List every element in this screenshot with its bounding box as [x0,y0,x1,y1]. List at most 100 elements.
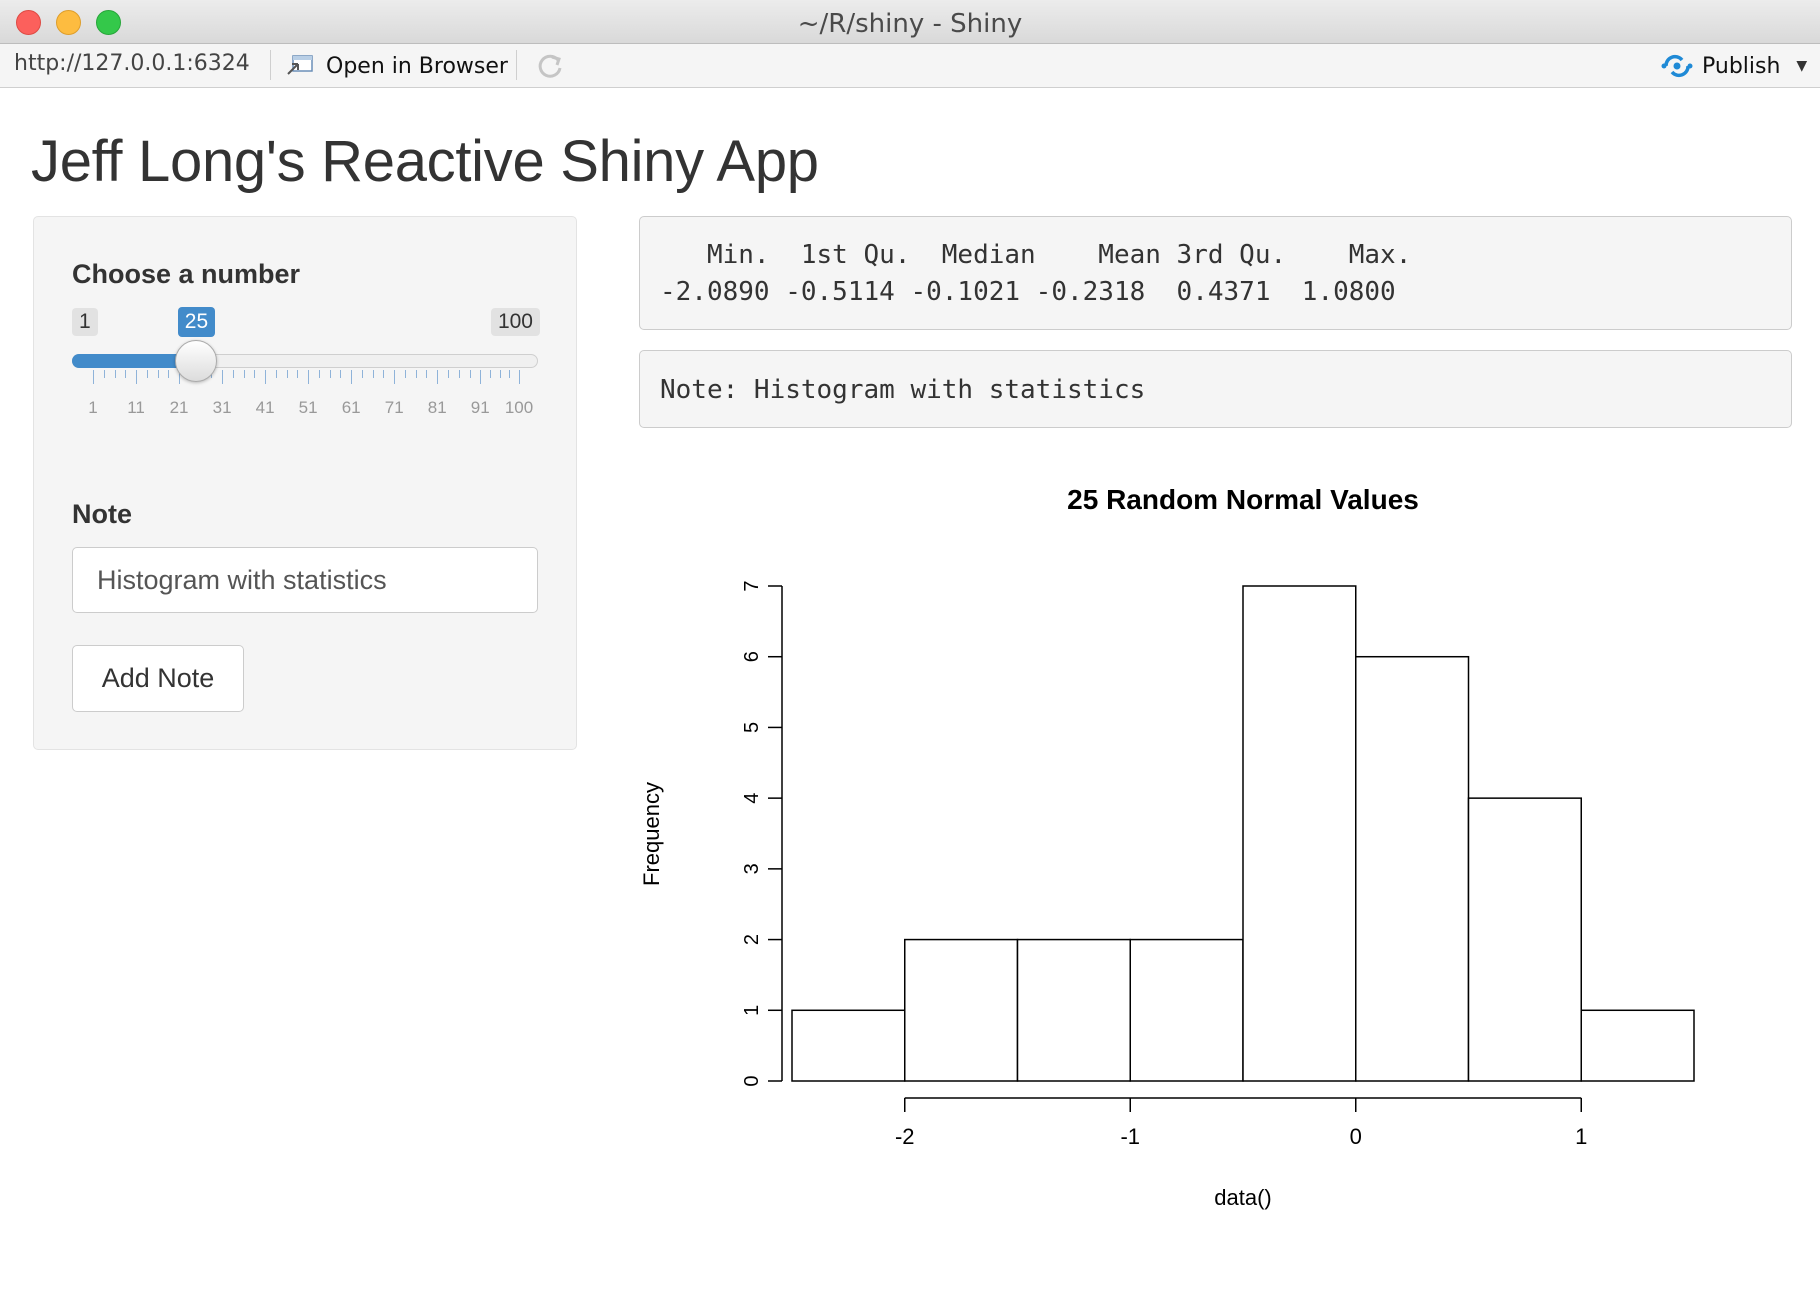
x-tick-label: -1 [1120,1124,1140,1149]
refresh-icon[interactable] [534,50,566,82]
slider-max-label: 100 [490,308,540,336]
window-title-bar: ~/R/shiny - Shiny [0,0,1820,44]
slider-minor-tick [103,370,105,378]
slider-minor-tick [509,370,511,378]
publish-label: Publish [1702,53,1781,79]
x-axis-label: data() [1214,1185,1271,1210]
y-tick-label: 2 [741,934,763,945]
histogram-bars [791,585,1695,1082]
slider-minor-tick [458,370,460,378]
histogram-bar [1129,938,1244,1082]
histogram-bar [1242,585,1357,1082]
slider-minor-tick [297,370,299,378]
slider-tick-label: 71 [384,398,404,417]
x-tick-label: -2 [895,1124,915,1149]
slider-minor-tick [426,370,428,378]
x-tick-label: 0 [1350,1124,1362,1149]
viewer-toolbar: http://127.0.0.1:6324 Open in Browser Pu… [0,44,1820,88]
y-tick-label: 0 [741,1075,763,1086]
slider-major-tick [480,370,482,384]
y-tick-label: 6 [741,651,763,662]
slider-tick-label: 100 [504,398,534,417]
open-in-browser-label: Open in Browser [326,53,508,79]
x-tick-label: 1 [1575,1124,1587,1149]
y-tick-label: 4 [741,793,763,804]
slider-minor-tick [168,370,170,378]
slider-minor-tick [286,370,288,378]
slider-min-label: 1 [72,308,98,336]
histogram-bar [904,938,1019,1082]
chart-title: 25 Random Normal Values [1067,484,1419,515]
zoom-window-button[interactable] [96,10,121,35]
slider-tick-label: 1 [88,398,98,417]
slider-tick-label: 51 [298,398,318,417]
slider-label: Choose a number [72,259,301,289]
slider-major-tick [394,370,396,384]
note-label: Note [72,499,132,529]
slider-minor-tick [243,370,245,378]
slider-minor-tick [499,370,501,378]
histogram-bar [1355,655,1470,1082]
slider-tick-label: 81 [427,398,447,417]
url-display: http://127.0.0.1:6324 [14,51,250,76]
y-axis-label: Frequency [639,782,664,886]
window-title: ~/R/shiny - Shiny [797,9,1023,39]
add-note-button[interactable]: Add Note [72,645,244,712]
histogram-bar [791,1009,906,1082]
histogram-plot: 25 Random Normal Values data() Frequency… [639,484,1695,1210]
number-slider[interactable]: 1 100 25 1 11 21 31 41 51 61 71 81 91 100 [72,300,540,424]
slider-minor-tick [232,370,234,378]
slider-major-tick [136,370,138,384]
slider-minor-tick [114,370,116,378]
y-tick-label: 3 [741,863,763,874]
slider-major-tick [93,370,94,384]
slider-major-tick [265,370,267,384]
slider-minor-tick [383,370,385,378]
slider-value-label: 25 [177,307,216,337]
slider-minor-tick [415,370,417,378]
slider-minor-tick [361,370,363,378]
slider-minor-tick [340,370,342,378]
slider-major-tick [519,370,520,384]
slider-tick-label: 41 [255,398,275,417]
slider-minor-tick [329,370,331,378]
publish-button[interactable]: Publish ▼ [1660,50,1807,82]
slider-minor-tick [125,370,127,378]
summary-output: Min. 1st Qu. Median Mean 3rd Qu. Max. -2… [639,216,1792,330]
slider-minor-tick [469,370,471,378]
slider-minor-tick [254,370,256,378]
slider-minor-tick [157,370,159,378]
slider-major-tick [222,370,224,384]
slider-minor-tick [275,370,277,378]
slider-minor-tick [318,370,320,378]
slider-major-tick [437,370,439,384]
slider-minor-tick [146,370,148,378]
slider-minor-tick [404,370,406,378]
close-window-button[interactable] [16,10,41,35]
y-tick-label: 7 [741,580,763,591]
minimize-window-button[interactable] [56,10,81,35]
y-tick-label: 1 [741,1005,763,1016]
slider-tick-label: 21 [169,398,189,417]
open-in-browser-icon [287,55,313,75]
toolbar-separator [516,50,517,80]
publish-icon [1661,54,1693,78]
histogram-bar [1016,938,1131,1082]
slider-major-tick [308,370,310,384]
slider-major-tick [351,370,353,384]
open-in-browser-button[interactable]: Open in Browser [286,50,508,82]
note-output: Note: Histogram with statistics [639,350,1792,428]
histogram-bar [1467,797,1582,1082]
slider-minor-tick [489,370,491,378]
chevron-down-icon[interactable]: ▼ [1796,58,1808,74]
y-tick-label: 5 [741,722,763,733]
slider-major-tick [179,370,181,384]
slider-tick-label: 11 [127,398,145,417]
slider-fill [72,354,197,368]
histogram-bar [1580,1009,1695,1082]
x-axis: -2 -1 0 1 [895,1097,1587,1149]
toolbar-separator [270,50,271,80]
summary-values: -2.0890 -0.5114 -0.1021 -0.2318 0.4371 1… [660,277,1412,307]
note-input[interactable] [72,547,538,613]
slider-handle[interactable] [175,340,218,382]
